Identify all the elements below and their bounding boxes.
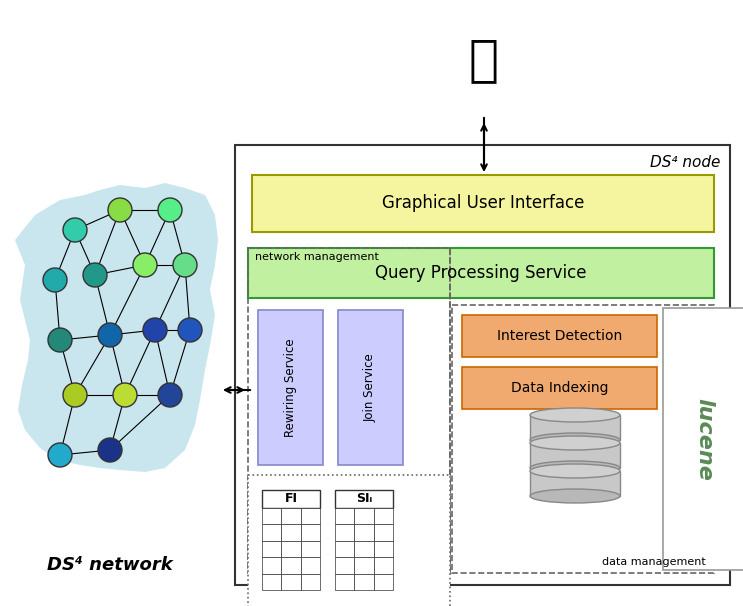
Bar: [235, 145, 730, 585]
Text: lucene: lucene: [694, 398, 714, 481]
Circle shape: [83, 263, 107, 287]
Bar: [262, 508, 282, 524]
Circle shape: [158, 198, 182, 222]
Text: Join Service: Join Service: [364, 353, 377, 422]
Circle shape: [63, 383, 87, 407]
Bar: [248, 248, 450, 573]
Bar: [262, 557, 282, 574]
Bar: [462, 367, 657, 409]
Text: Interest Detection: Interest Detection: [497, 329, 622, 343]
Circle shape: [173, 253, 197, 277]
Bar: [663, 308, 743, 570]
Text: 🧒: 🧒: [469, 36, 499, 84]
Bar: [530, 471, 620, 496]
Bar: [282, 508, 301, 524]
Bar: [262, 574, 282, 590]
Bar: [374, 574, 393, 590]
Ellipse shape: [530, 408, 620, 422]
Bar: [374, 524, 393, 541]
Text: Query Processing Service: Query Processing Service: [375, 264, 587, 282]
Bar: [530, 443, 620, 468]
Circle shape: [48, 328, 72, 352]
Circle shape: [158, 383, 182, 407]
Bar: [354, 574, 374, 590]
Bar: [282, 524, 301, 541]
Ellipse shape: [530, 433, 620, 447]
Bar: [335, 490, 393, 508]
Text: DS⁴ network: DS⁴ network: [47, 556, 173, 574]
Bar: [354, 557, 374, 574]
Text: FI: FI: [285, 493, 297, 505]
Bar: [301, 557, 320, 574]
Bar: [301, 524, 320, 541]
Bar: [252, 175, 714, 232]
Bar: [282, 574, 301, 590]
Bar: [374, 508, 393, 524]
Circle shape: [98, 323, 122, 347]
Bar: [335, 557, 354, 574]
Text: network management: network management: [255, 252, 379, 262]
Bar: [301, 508, 320, 524]
Bar: [354, 524, 374, 541]
Circle shape: [133, 253, 157, 277]
Bar: [374, 557, 393, 574]
Text: SIᵢ: SIᵢ: [356, 493, 372, 505]
Text: Graphical User Interface: Graphical User Interface: [382, 195, 584, 213]
Ellipse shape: [530, 489, 620, 503]
Bar: [338, 310, 403, 465]
Bar: [301, 541, 320, 557]
Circle shape: [143, 318, 167, 342]
Bar: [354, 508, 374, 524]
Bar: [262, 490, 320, 508]
Bar: [354, 541, 374, 557]
Bar: [282, 541, 301, 557]
Bar: [301, 574, 320, 590]
Circle shape: [178, 318, 202, 342]
Bar: [335, 574, 354, 590]
Polygon shape: [15, 183, 218, 472]
Bar: [452, 305, 714, 573]
Ellipse shape: [530, 436, 620, 450]
Ellipse shape: [530, 464, 620, 478]
Bar: [530, 415, 620, 440]
Circle shape: [98, 438, 122, 462]
Circle shape: [63, 218, 87, 242]
Circle shape: [113, 383, 137, 407]
Bar: [262, 541, 282, 557]
Bar: [262, 524, 282, 541]
Text: Data Indexing: Data Indexing: [510, 381, 609, 395]
Bar: [258, 310, 323, 465]
Bar: [282, 557, 301, 574]
Bar: [248, 475, 450, 606]
Ellipse shape: [530, 461, 620, 475]
Bar: [335, 524, 354, 541]
Bar: [248, 248, 714, 298]
Text: DS⁴ node: DS⁴ node: [649, 155, 720, 170]
Circle shape: [48, 443, 72, 467]
Bar: [374, 541, 393, 557]
Circle shape: [108, 198, 132, 222]
Circle shape: [43, 268, 67, 292]
Text: data management: data management: [603, 557, 706, 567]
Bar: [335, 508, 354, 524]
Bar: [462, 315, 657, 357]
Text: Rewiring Service: Rewiring Service: [284, 338, 297, 437]
Bar: [335, 541, 354, 557]
